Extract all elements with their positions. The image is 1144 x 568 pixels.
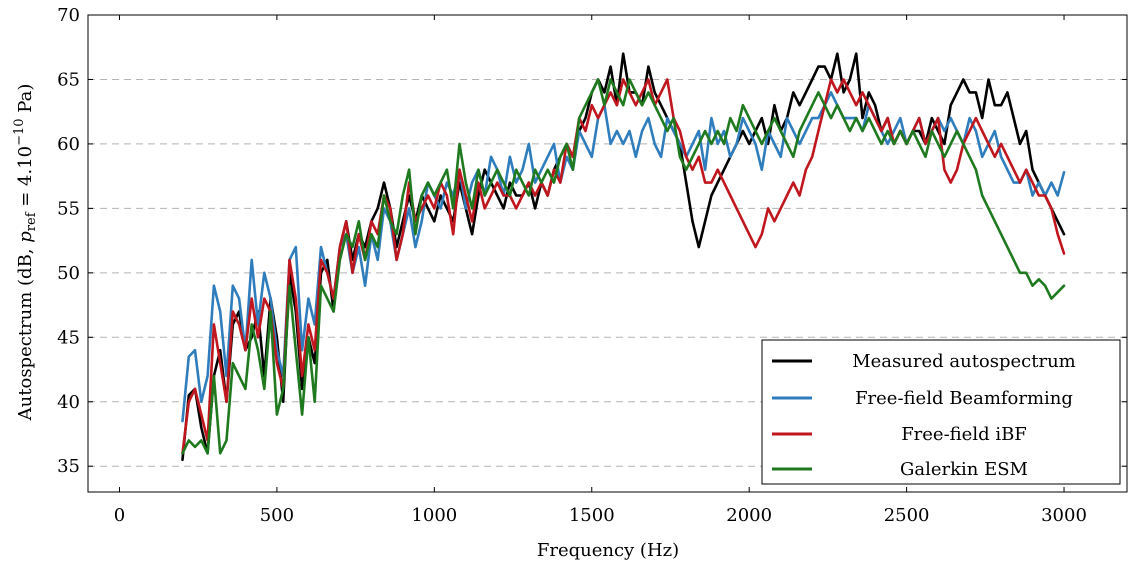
y-axis-label-suffix: Pa) xyxy=(15,84,36,119)
y-tick-label: 35 xyxy=(57,456,80,477)
x-tick-label: 0 xyxy=(114,505,125,526)
legend-label-3: Free-field iBF xyxy=(901,424,1027,445)
y-tick-label: 55 xyxy=(57,198,80,219)
y-axis-label-exponent: −10 xyxy=(12,118,27,145)
plot-frame xyxy=(87,14,1128,493)
y-tick-label: 60 xyxy=(57,134,80,155)
series-line-3 xyxy=(181,78,1066,455)
legend: Measured autospectrum Free-field Beamform… xyxy=(761,339,1121,485)
x-axis-label: Frequency (Hz) xyxy=(537,540,679,561)
y-axis-label: Autospectrum (dB, pref = 4.10−10 Pa) xyxy=(12,84,39,422)
legend-label-1: Measured autospectrum xyxy=(852,351,1076,372)
series-line-4 xyxy=(181,78,1066,455)
x-tick-label: 3000 xyxy=(1041,505,1087,526)
y-axis-label-prefix: Autospectrum (dB, xyxy=(15,243,36,422)
x-tick-label: 2000 xyxy=(726,505,772,526)
y-tick-label: 65 xyxy=(57,69,80,90)
y-tick-label: 50 xyxy=(57,263,80,284)
legend-label-4: Galerkin ESM xyxy=(900,459,1028,480)
x-tick-label: 2500 xyxy=(884,505,930,526)
x-tick-label: 1000 xyxy=(411,505,457,526)
y-axis-label-symbol: p xyxy=(15,231,36,243)
y-tick-label: 70 xyxy=(57,5,80,26)
tick-labels: 35 40 45 50 55 60 65 70 0 500 1000 1500 2000 2500 3000 xyxy=(57,5,1087,526)
tick-marks xyxy=(88,14,1127,492)
y-axis-label-subscript: ref xyxy=(24,211,39,231)
x-tick-label: 1500 xyxy=(569,505,615,526)
series-layer xyxy=(181,52,1066,462)
y-tick-label: 45 xyxy=(57,327,80,348)
y-tick-label: 40 xyxy=(57,392,80,413)
legend-label-2: Free-field Beamforming xyxy=(855,388,1073,409)
x-tick-label: 500 xyxy=(260,505,294,526)
y-axis-label-middle: = 4.10 xyxy=(15,146,36,213)
legend-box xyxy=(761,339,1121,485)
